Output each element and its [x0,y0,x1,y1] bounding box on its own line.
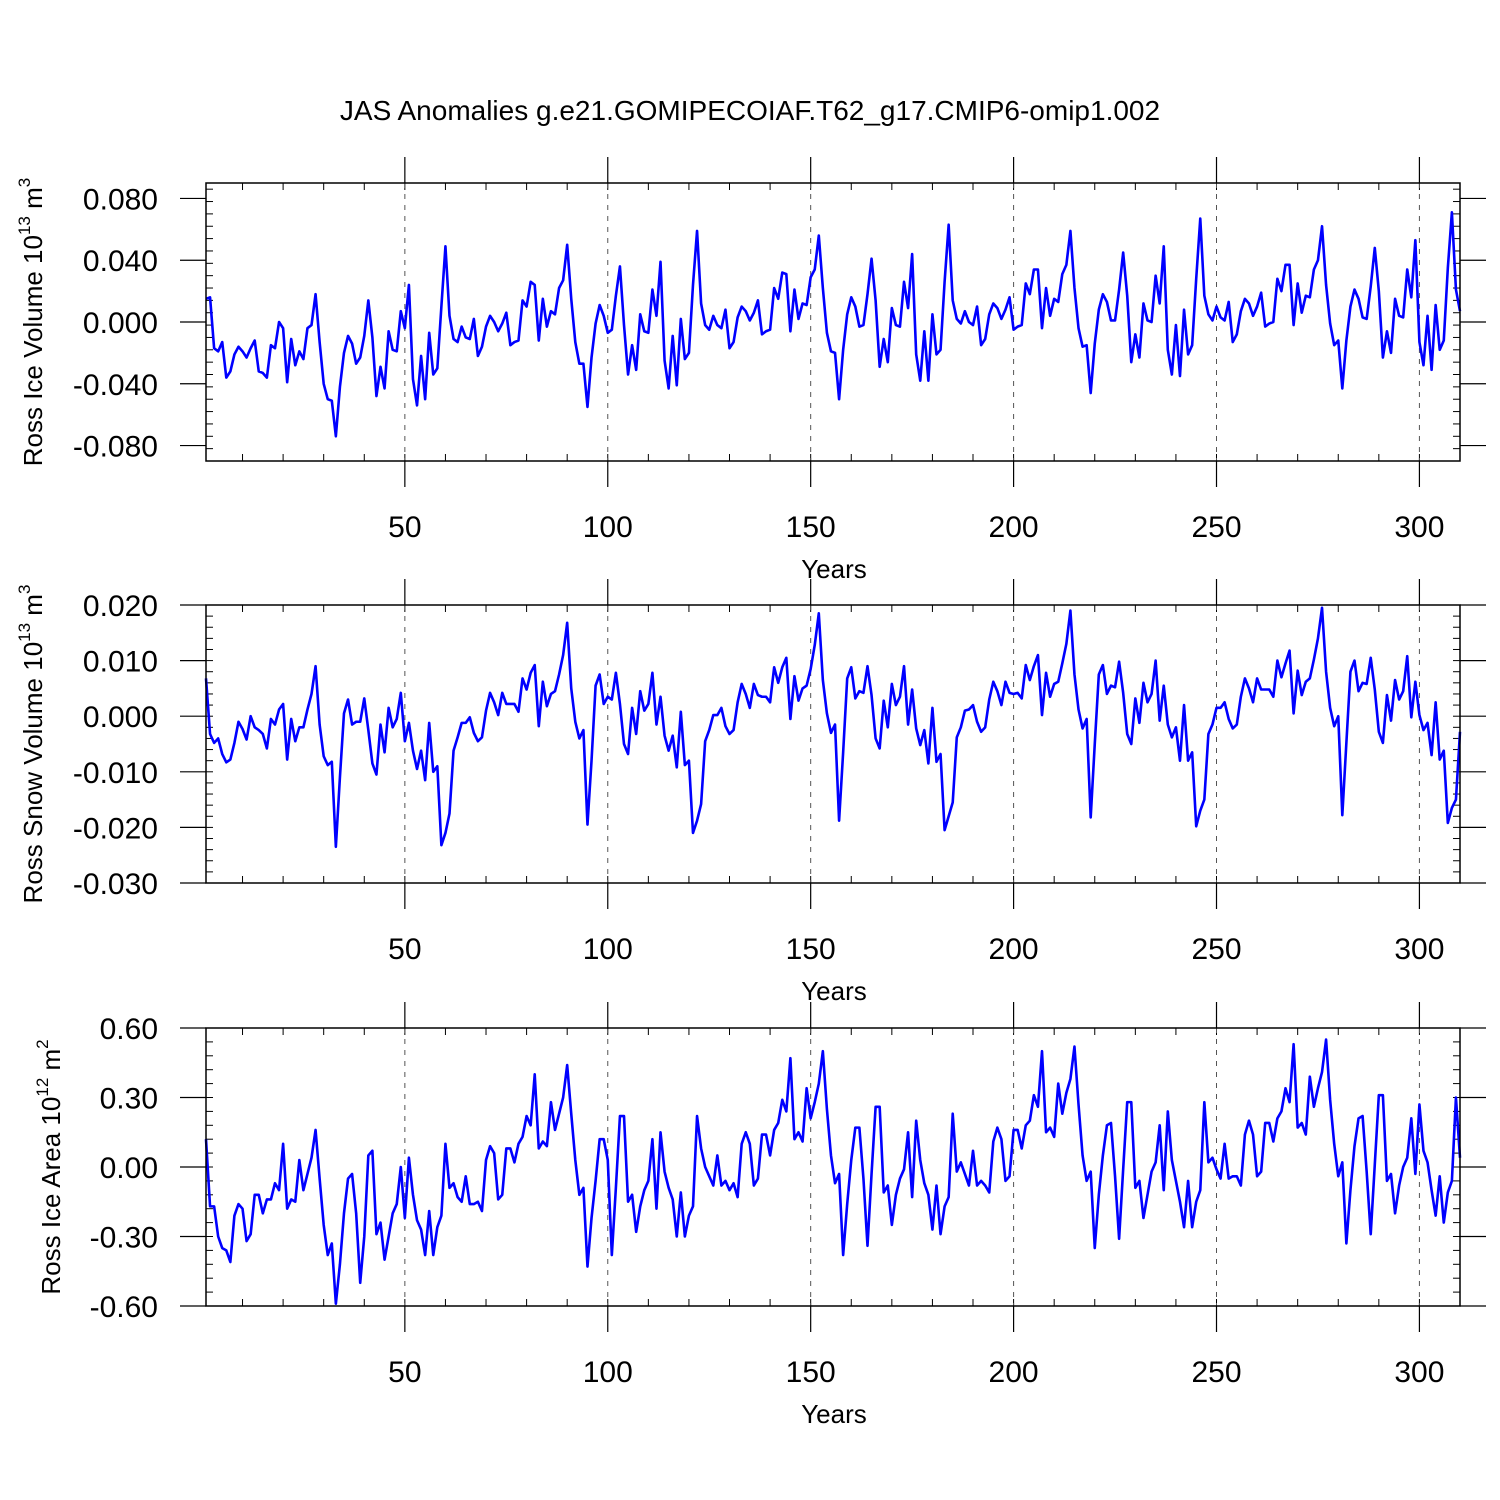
series-line [204,606,1462,849]
y-axis-title-exponent: 13 [15,623,34,642]
y-tick-label: -0.080 [73,431,158,464]
figure-title: JAS Anomalies g.e21.GOMIPECOIAF.T62_g17.… [340,95,1160,126]
x-tick-label: 200 [989,511,1039,544]
x-tick-label: 50 [388,511,421,544]
y-axis-title: Ross Ice Area 1012 m2 [33,1039,66,1294]
y-axis-title-exponent: 12 [33,1078,52,1097]
y-tick-label: 0.60 [100,1013,158,1046]
x-tick-label: 250 [1191,511,1241,544]
y-axis-title-exponent: 13 [15,216,34,235]
x-axis: 50 100 150 200 250 300 [388,579,1444,966]
x-tick-label: 300 [1394,511,1444,544]
y-tick-label: 0.00 [100,1152,158,1185]
x-tick-label: 100 [583,511,633,544]
y-tick-label: -0.60 [90,1291,158,1324]
y-tick-label: 0.000 [83,701,158,734]
y-axis-title: Ross Ice Volume 1013 m3 [15,178,48,467]
x-axis: 50 100 150 200 250 300 [388,157,1444,544]
minor-ticks [206,604,1461,884]
reference-lines [404,1028,1420,1306]
y-axis-title-unit-exponent: 2 [33,1039,52,1048]
y-axis-title-unit: m [36,1049,66,1078]
x-axis-title: Years [801,554,867,584]
y-tick-label: -0.30 [90,1222,158,1255]
x-tick-label: 50 [388,933,421,966]
y-tick-label: 0.000 [83,307,158,340]
panel-ice-area: -0.60 -0.30 0.00 0.30 0.60 50 100 150 200 250 300… [33,1002,1486,1429]
y-axis: -0.080 -0.040 0.000 0.040 0.080 [73,183,1486,464]
y-axis-title-unit-exponent: 3 [15,178,34,187]
reference-lines [404,183,1420,461]
y-axis-title-unit: m [18,594,48,623]
x-tick-label: 150 [786,1356,836,1389]
panel-ice-volume: -0.080 -0.040 0.000 0.040 0.080 50 100 150 200 2… [15,157,1486,584]
y-tick-label: -0.010 [73,757,158,790]
x-axis-title: Years [801,976,867,1006]
y-axis-title-unit: m [18,187,48,216]
series-line [205,211,1462,438]
x-axis: 50 100 150 200 250 300 [388,1002,1444,1389]
plot-frame [205,604,1461,884]
panel-snow-volume: -0.030 -0.020 -0.010 0.000 0.010 0.020 50 100 1… [15,579,1486,1006]
y-axis-title-main: Ross Ice Volume 10 [18,235,48,466]
x-tick-label: 50 [388,1356,421,1389]
y-tick-label: -0.040 [73,369,158,402]
y-tick-label: 0.010 [83,646,158,679]
y-tick-label: 0.080 [83,183,158,216]
y-axis-title-main: Ross Ice Area 10 [36,1097,66,1295]
x-tick-label: 150 [786,511,836,544]
x-tick-label: 100 [583,1356,633,1389]
y-tick-label: -0.020 [73,812,158,845]
series-line [204,1038,1462,1305]
y-tick-label: 0.30 [100,1083,158,1116]
x-tick-label: 250 [1191,933,1241,966]
y-axis-title-main: Ross Snow Volume 10 [18,642,48,904]
x-tick-label: 100 [583,933,633,966]
x-tick-label: 250 [1191,1356,1241,1389]
x-tick-label: 300 [1394,933,1444,966]
x-tick-label: 200 [989,1356,1039,1389]
x-tick-label: 300 [1394,1356,1444,1389]
y-axis-title-unit-exponent: 3 [15,585,34,594]
y-tick-label: 0.040 [83,245,158,278]
y-axis: -0.030 -0.020 -0.010 0.000 0.010 0.020 [73,590,1486,901]
x-tick-label: 150 [786,933,836,966]
y-axis: -0.60 -0.30 0.00 0.30 0.60 [90,1013,1486,1324]
x-axis-title: Years [801,1399,867,1429]
y-axis-title: Ross Snow Volume 1013 m3 [15,585,48,904]
reference-lines [404,605,1420,883]
x-tick-label: 200 [989,933,1039,966]
y-tick-label: 0.020 [83,590,158,623]
y-tick-label: -0.030 [73,868,158,901]
